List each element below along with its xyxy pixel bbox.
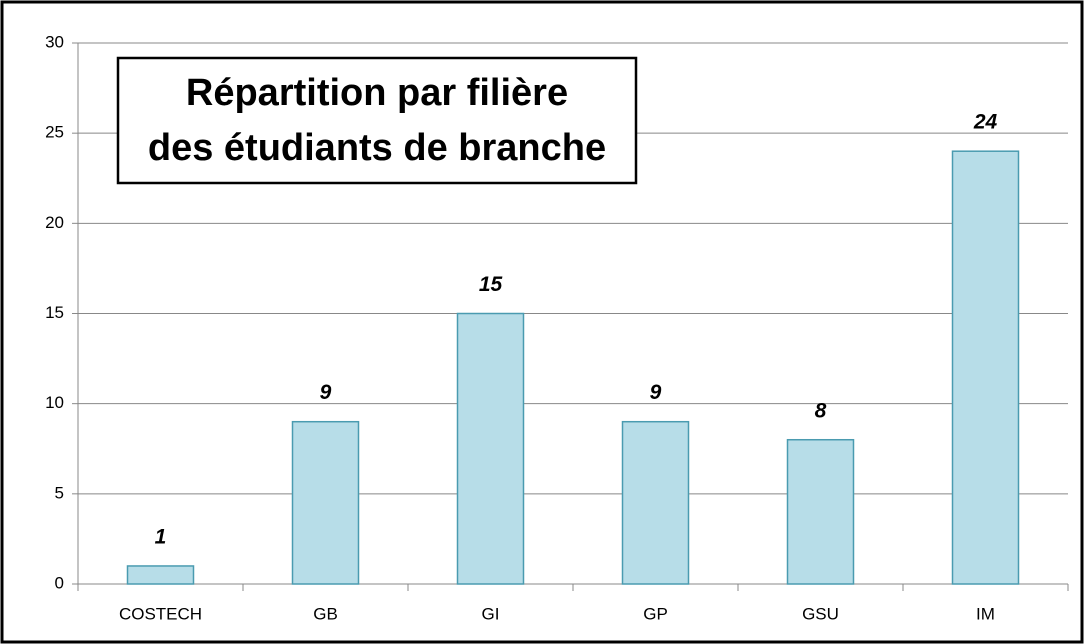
y-tick-label: 10 [45,393,64,412]
data-label: 8 [815,399,827,422]
y-tick-label: 25 [45,123,64,142]
data-label: 15 [479,273,503,296]
data-label: 24 [973,111,998,134]
y-tick-label: 30 [45,32,64,51]
y-tick-label: 0 [55,573,64,592]
data-label: 9 [650,381,662,404]
bar [456,312,525,585]
bar [951,150,1020,585]
x-tick-label: GSU [802,604,839,623]
data-label: 9 [320,381,332,404]
x-tick-label: GB [313,604,338,623]
x-tick-label: COSTECH [119,604,202,623]
bar [291,420,360,585]
bar [126,565,195,585]
bar [621,420,690,585]
y-tick-label: 5 [55,483,64,502]
y-tick-label: 20 [45,213,64,232]
data-label: 1 [155,526,167,549]
title-box [116,56,638,185]
x-tick-label: GP [643,604,668,623]
bar [786,438,855,585]
x-tick-label: IM [976,604,995,623]
x-tick-label: GI [482,604,500,623]
y-tick-label: 15 [45,303,64,322]
chart-title: Répartition par filière [186,72,568,114]
chart-title: des étudiants de branche [148,127,606,169]
